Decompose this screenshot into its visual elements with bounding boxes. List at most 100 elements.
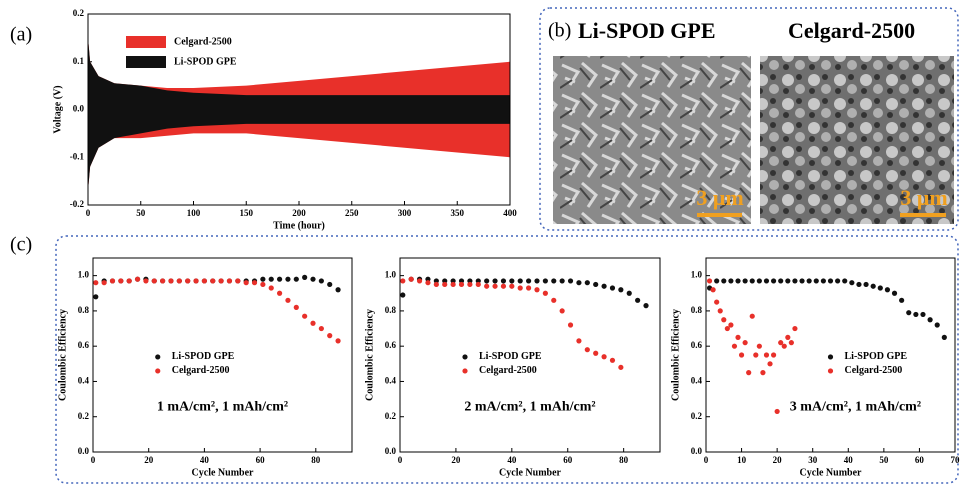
x-tick-label: 0 [91, 455, 96, 465]
x-tick-label: 200 [292, 208, 306, 218]
data-point [753, 352, 758, 357]
data-point [842, 278, 847, 283]
data-point [319, 326, 324, 331]
data-point [417, 278, 422, 283]
y-tick-label: 0.2 [691, 411, 703, 421]
data-point [110, 278, 115, 283]
data-point [821, 278, 826, 283]
data-point [601, 354, 606, 359]
legend-marker [828, 354, 833, 359]
data-point [135, 277, 140, 282]
y-axis-label: Coulombic Efficiency [670, 309, 681, 401]
data-point [492, 284, 497, 289]
data-point [543, 291, 548, 296]
data-point [892, 291, 897, 296]
data-point [721, 278, 726, 283]
data-point [585, 347, 590, 352]
data-point [757, 344, 762, 349]
data-point [775, 409, 780, 414]
image-title: Li-SPOD GPE [578, 18, 716, 43]
legend-swatch [126, 36, 166, 48]
x-tick-label: 20 [451, 455, 461, 465]
y-axis-label: Coulombic Efficiency [57, 309, 68, 401]
x-tick-label: 20 [773, 455, 783, 465]
data-point [920, 312, 925, 317]
data-point [942, 335, 947, 340]
x-tick-label: 400 [503, 208, 517, 218]
data-point [219, 278, 224, 283]
data-point [560, 278, 565, 283]
data-point [302, 275, 307, 280]
data-point [807, 278, 812, 283]
data-point [327, 282, 332, 287]
data-point [771, 352, 776, 357]
x-tick-label: 40 [507, 455, 517, 465]
data-point [785, 335, 790, 340]
data-point [492, 278, 497, 283]
data-point [543, 278, 548, 283]
legend-label: Celgard-2500 [845, 365, 903, 376]
legend-marker [828, 368, 833, 373]
data-point [739, 352, 744, 357]
data-point [568, 322, 573, 327]
x-tick-label: 300 [398, 208, 412, 218]
x-tick-label: 80 [311, 455, 321, 465]
data-point [743, 340, 748, 345]
data-point [93, 280, 98, 285]
legend-label: Celgard-2500 [479, 365, 537, 376]
data-point [252, 280, 257, 285]
legend-label: Li-SPOD GPE [479, 351, 542, 362]
data-point [93, 294, 98, 299]
legend-marker [462, 354, 467, 359]
data-point [771, 278, 776, 283]
x-tick-label: 60 [563, 455, 573, 465]
x-tick-label: 10 [737, 455, 747, 465]
data-point [260, 282, 265, 287]
data-point [764, 278, 769, 283]
panel-label: (b) [548, 20, 571, 42]
data-point [627, 291, 632, 296]
data-point [849, 280, 854, 285]
x-axis-label: Cycle Number [499, 467, 561, 478]
data-point [202, 278, 207, 283]
data-point [618, 287, 623, 292]
y-tick-label: 0.4 [691, 376, 703, 386]
data-point [878, 285, 883, 290]
data-point [518, 278, 523, 283]
x-axis-label: Cycle Number [192, 467, 254, 478]
data-point [913, 312, 918, 317]
data-point [585, 280, 590, 285]
x-tick-label: 150 [240, 208, 254, 218]
data-point [551, 278, 556, 283]
data-point [789, 340, 794, 345]
data-point [118, 278, 123, 283]
legend-marker [462, 368, 467, 373]
y-tick-label: -0.2 [70, 199, 85, 209]
data-point [400, 292, 405, 297]
data-point [285, 277, 290, 282]
data-point [260, 277, 265, 282]
data-point [177, 278, 182, 283]
data-point [714, 299, 719, 304]
legend-swatch [126, 56, 166, 68]
data-point [127, 278, 132, 283]
y-tick-label: 0.4 [385, 376, 397, 386]
data-point [319, 278, 324, 283]
data-point [610, 358, 615, 363]
data-point [277, 277, 282, 282]
data-point [484, 284, 489, 289]
y-tick-label: 0.8 [691, 305, 703, 315]
data-point [235, 278, 240, 283]
data-point [534, 287, 539, 292]
x-tick-label: 100 [187, 208, 201, 218]
data-point [618, 365, 623, 370]
x-tick-label: 60 [256, 455, 266, 465]
x-tick-label: 50 [136, 208, 146, 218]
data-point [906, 310, 911, 315]
data-point [735, 335, 740, 340]
y-tick-label: -0.1 [70, 151, 85, 161]
data-point [143, 278, 148, 283]
legend-label: Celgard-2500 [172, 365, 230, 376]
data-point [601, 284, 606, 289]
x-tick-label: 70 [951, 455, 961, 465]
